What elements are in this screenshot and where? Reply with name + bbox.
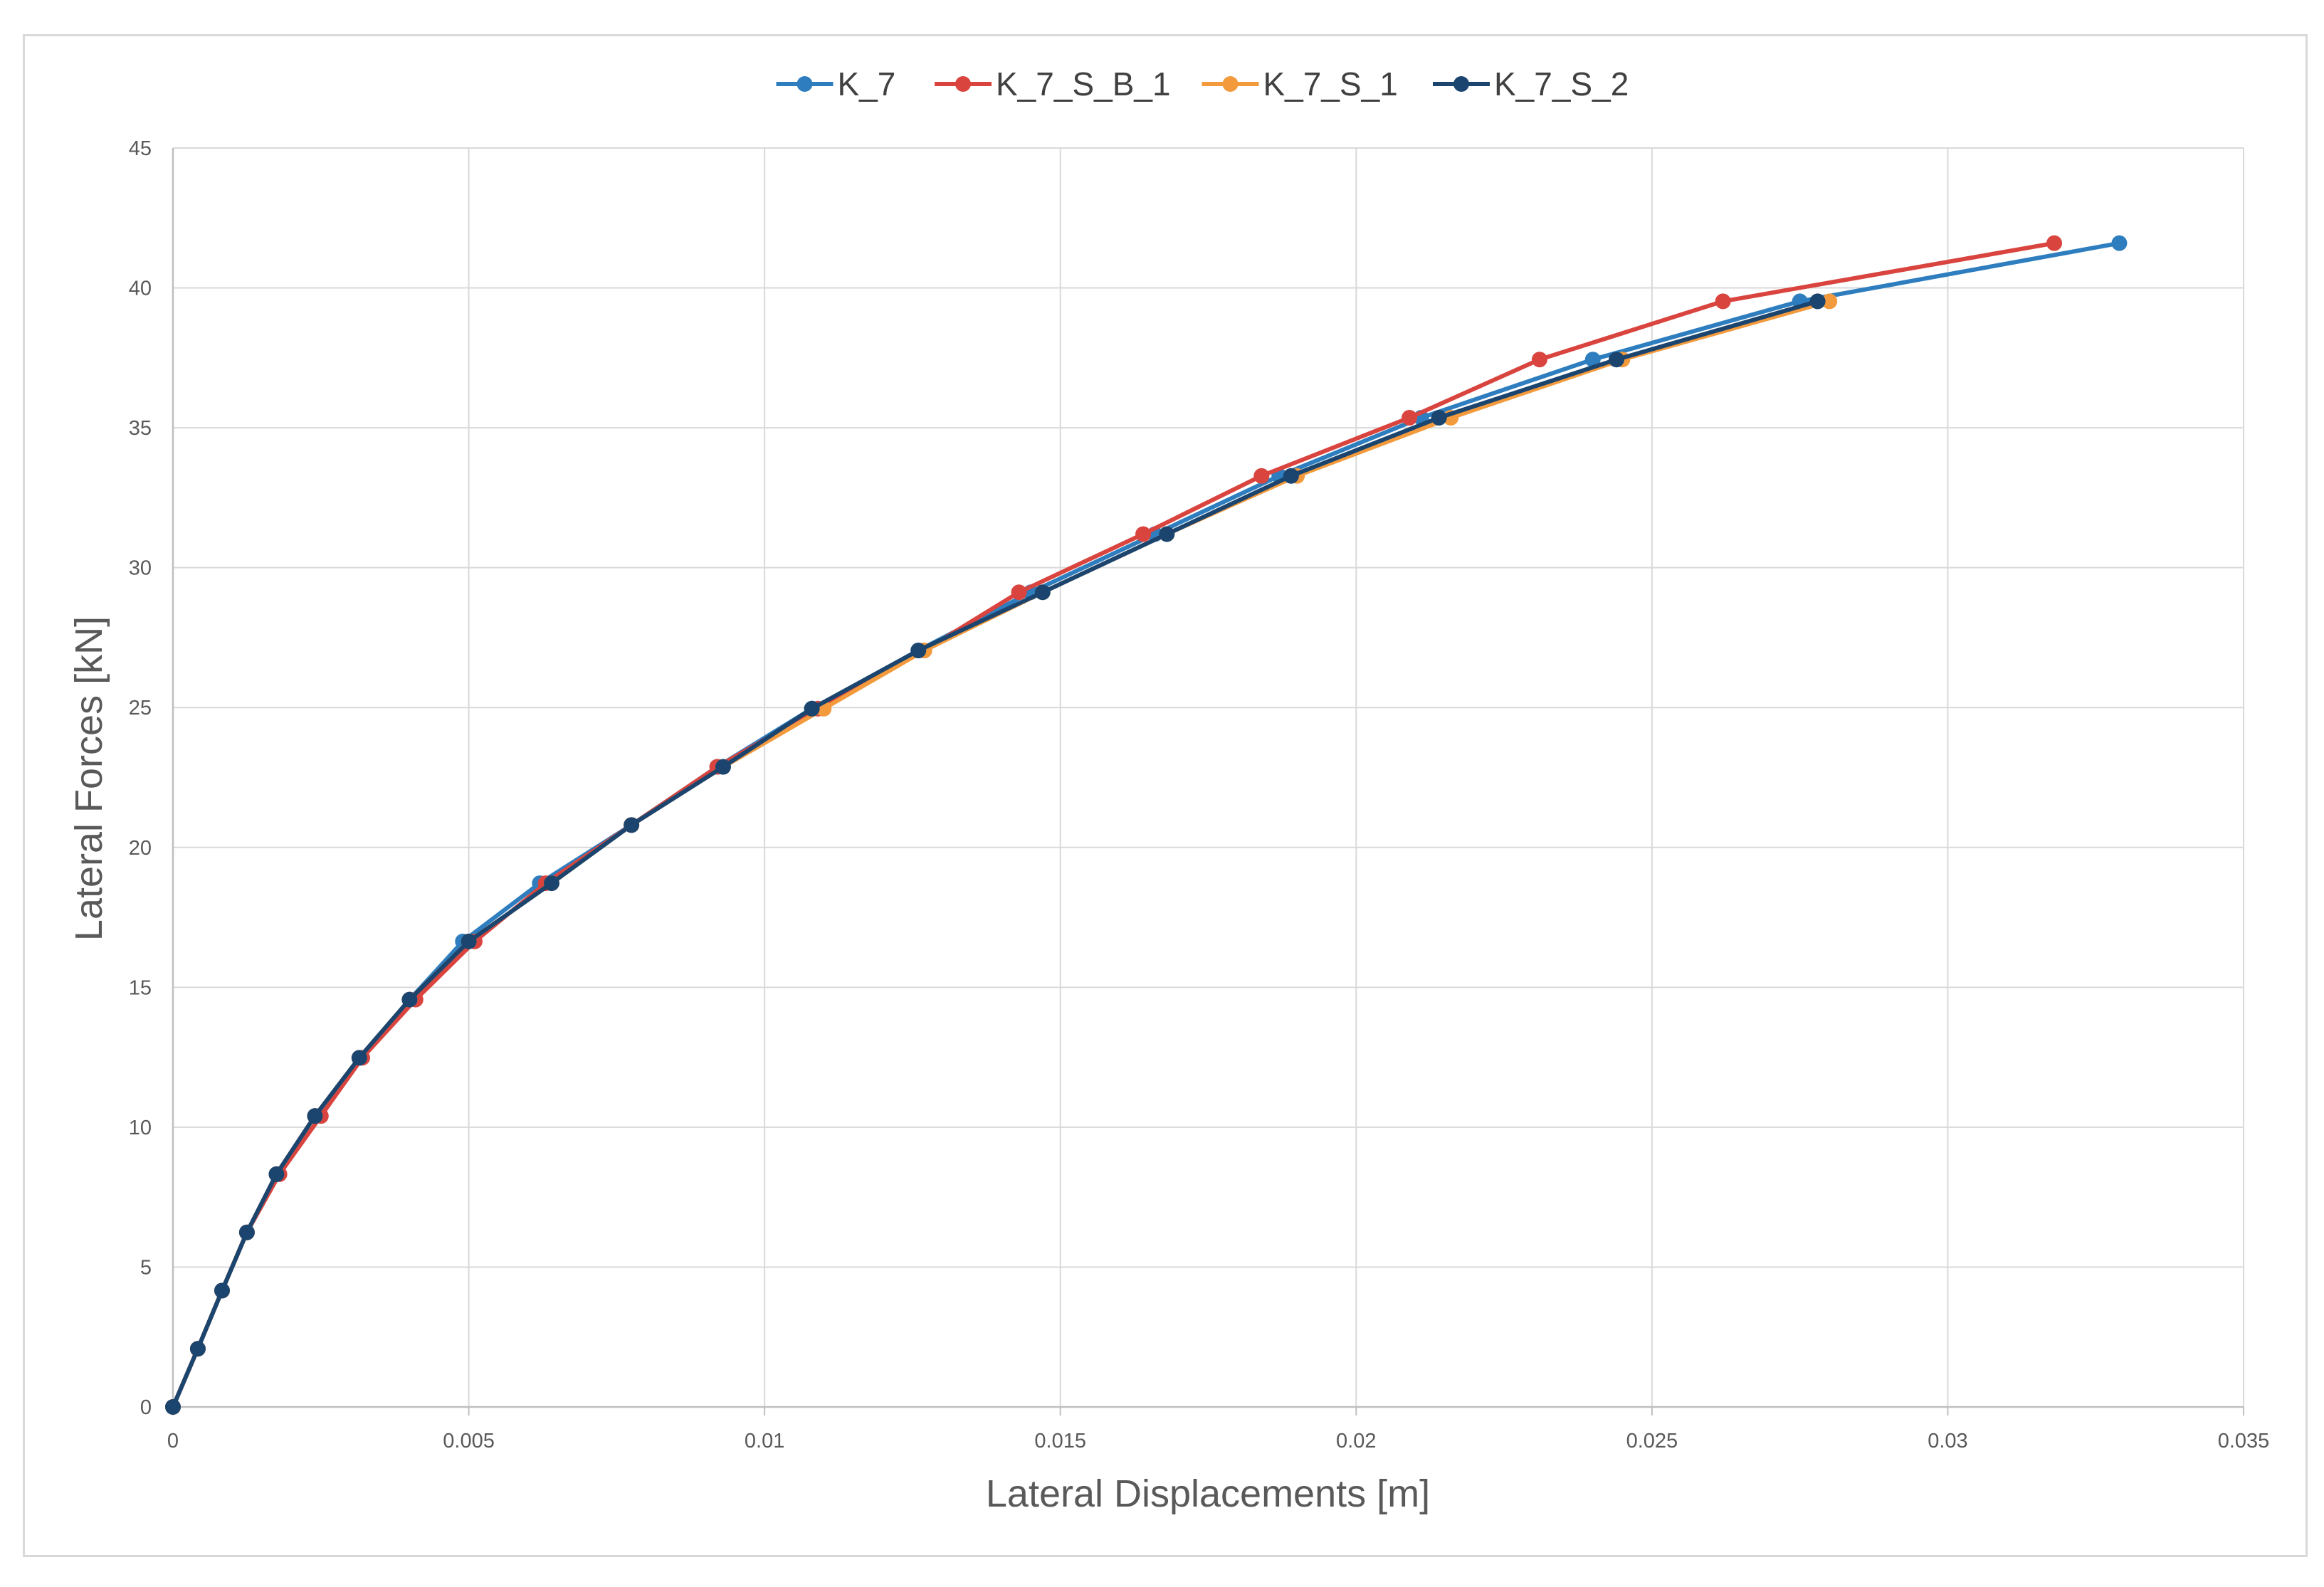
x-tick-label: 0 — [167, 1430, 179, 1452]
x-tick-label: 0.005 — [443, 1430, 495, 1452]
series-line-k-7-s-2 — [171, 299, 1820, 1409]
y-tick-label: 5 — [140, 1256, 152, 1279]
legend-label: K_7_S_B_1 — [996, 65, 1171, 102]
series-line-k-7-s-b-1 — [171, 241, 2056, 1409]
x-axis-title: Lateral Displacements [m] — [986, 1472, 1430, 1515]
series-k-7-s-2 — [165, 293, 1826, 1415]
data-point-k-7-s-2 — [1159, 526, 1175, 542]
axes: 0 5 10 15 20 25 30 35 40 45 0 0.005 0.01 0.015 0.02 0.0… — [129, 137, 2270, 1452]
y-tick-label: 45 — [129, 137, 152, 160]
series-k-7-s-b-1 — [165, 235, 2063, 1415]
data-point-k-7-s-2 — [461, 933, 477, 949]
data-point-k-7-s-2 — [165, 1399, 181, 1415]
legend-item-k-7: K_7 — [776, 65, 896, 102]
y-tick-label: 10 — [129, 1117, 152, 1139]
x-tick-label: 0.03 — [1928, 1430, 1967, 1452]
legend-label: K_7_S_2 — [1494, 65, 1629, 102]
series-k-7-s-1 — [165, 293, 1838, 1415]
legend-label: K_7 — [838, 65, 896, 102]
y-tick-label: 0 — [140, 1396, 152, 1419]
data-point-k-7-s-2 — [189, 1341, 206, 1357]
data-point-k-7-s-2 — [1283, 468, 1299, 484]
legend-swatch-marker — [796, 76, 813, 92]
x-tick-label: 0.02 — [1336, 1430, 1376, 1452]
legend-swatch-marker — [955, 76, 971, 92]
y-tick-label: 40 — [129, 278, 152, 300]
legend-swatch-marker — [1222, 76, 1239, 92]
x-tick-label: 0.015 — [1034, 1430, 1086, 1452]
y-tick-label: 35 — [129, 417, 152, 440]
data-point-k-7-s-b-1 — [1402, 409, 1418, 426]
data-point-k-7-s-2 — [401, 991, 418, 1008]
series-group — [165, 235, 2128, 1415]
y-tick-label: 20 — [129, 837, 152, 860]
x-tick-label: 0.01 — [745, 1430, 784, 1452]
legend: K_7 K_7_S_B_1 K_7_S_1 K_7_S_2 — [776, 65, 1629, 102]
data-point-k-7-s-2 — [910, 643, 927, 659]
data-point-k-7-s-2 — [543, 875, 559, 892]
data-point-k-7-s-2 — [804, 700, 820, 717]
legend-item-k-7-s-1: K_7_S_1 — [1202, 65, 1398, 102]
data-point-k-7-s-2 — [268, 1166, 285, 1182]
data-point-k-7-s-2 — [307, 1108, 323, 1124]
legend-label: K_7_S_1 — [1263, 65, 1398, 102]
x-tick-label: 0.025 — [1626, 1430, 1678, 1452]
data-point-k-7-s-b-1 — [1135, 526, 1152, 542]
legend-item-k-7-s-2: K_7_S_2 — [1433, 65, 1629, 102]
data-point-k-7 — [2111, 235, 2128, 251]
data-point-k-7-s-b-1 — [1011, 584, 1027, 601]
data-point-k-7-s-2 — [715, 759, 731, 775]
data-point-k-7-s-b-1 — [1531, 352, 1547, 368]
series-line-k-7-s-1 — [171, 299, 1832, 1409]
grid — [173, 147, 2244, 1407]
series-k-7 — [165, 235, 2128, 1415]
data-point-k-7-s-b-1 — [2046, 235, 2063, 251]
data-point-k-7-s-2 — [238, 1224, 255, 1240]
legend-swatch-marker — [1453, 76, 1469, 92]
data-point-k-7 — [1584, 352, 1601, 368]
y-tick-label: 15 — [129, 976, 152, 999]
y-axis-title: Lateral Forces [kN] — [68, 616, 110, 941]
data-point-k-7-s-2 — [1431, 409, 1447, 426]
data-point-k-7-s-1 — [1821, 293, 1838, 310]
data-point-k-7-s-2 — [1608, 352, 1624, 368]
data-point-k-7-s-2 — [214, 1282, 230, 1299]
legend-item-k-7-s-b-1: K_7_S_B_1 — [935, 65, 1171, 102]
data-point-k-7-s-2 — [351, 1050, 367, 1066]
y-tick-label: 25 — [129, 697, 152, 719]
data-point-k-7-s-b-1 — [1253, 468, 1270, 484]
data-point-k-7-s-b-1 — [1715, 293, 1731, 310]
data-point-k-7-s-2 — [1809, 293, 1826, 310]
series-line-k-7 — [171, 241, 2122, 1409]
x-tick-label: 0.035 — [2218, 1430, 2270, 1452]
data-point-k-7-s-2 — [1034, 584, 1051, 601]
data-point-k-7-s-2 — [624, 817, 640, 833]
y-tick-label: 30 — [129, 557, 152, 580]
